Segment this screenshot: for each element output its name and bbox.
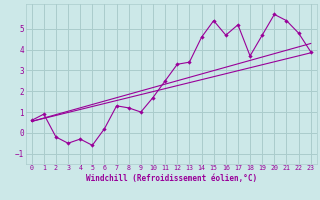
- X-axis label: Windchill (Refroidissement éolien,°C): Windchill (Refroidissement éolien,°C): [86, 174, 257, 183]
